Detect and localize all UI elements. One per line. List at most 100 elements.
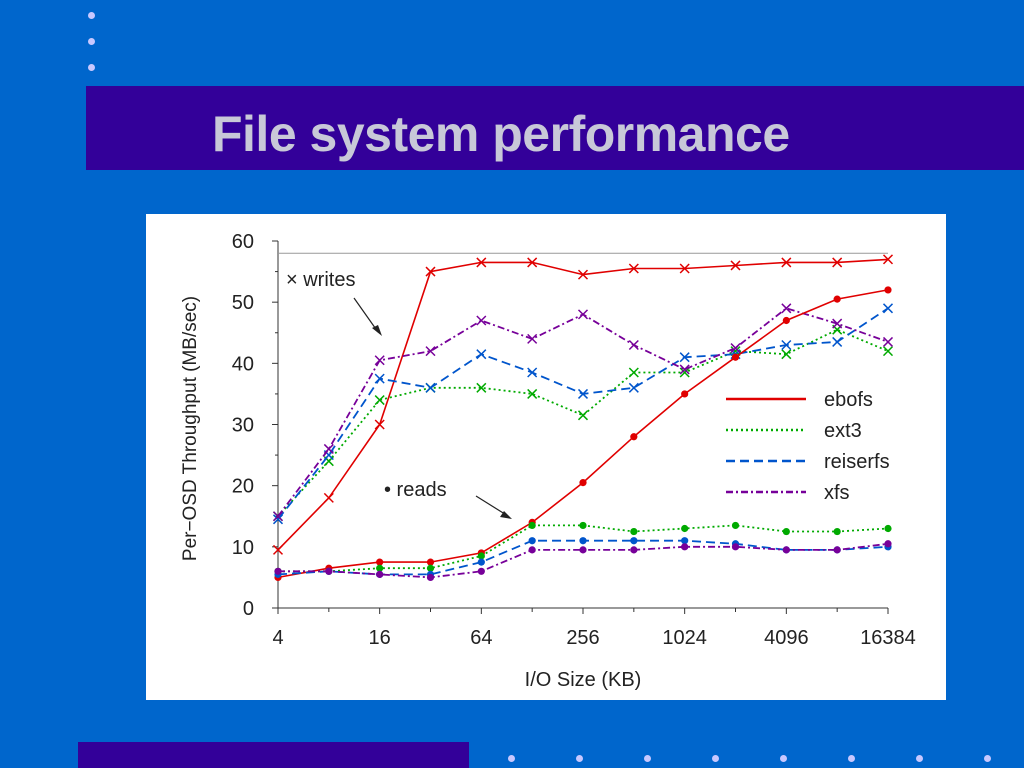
- data-point-ext3-writes: [527, 388, 538, 399]
- data-point-xfs-reads: [731, 543, 740, 551]
- data-point-ebofs-writes: [527, 257, 538, 268]
- data-point-xfs-writes: [577, 309, 589, 320]
- data-point-ext3-writes: [577, 410, 589, 421]
- data-point-reiserfs-reads: [630, 537, 638, 545]
- data-point-ext3-writes: [374, 395, 385, 406]
- data-point-xfs-reads: [833, 546, 841, 554]
- data-point-ebofs-writes: [374, 419, 385, 430]
- data-point-ebofs-reads: [782, 316, 790, 325]
- data-point-xfs-reads: [274, 567, 282, 575]
- data-point-ext3-reads: [376, 564, 384, 572]
- decorative-dot: [88, 64, 95, 71]
- x-tick-label: 16384: [860, 627, 916, 649]
- slide-title: File system performance: [212, 106, 790, 162]
- legend-label-ext3: ext3: [824, 420, 862, 442]
- data-point-reiserfs-writes: [832, 336, 843, 347]
- data-point-xfs-writes: [628, 339, 639, 351]
- y-tick-label: 50: [232, 292, 254, 314]
- x-axis-label: I/O Size (KB): [525, 669, 642, 691]
- legend-label-ebofs: ebofs: [824, 389, 873, 411]
- data-point-ext3-reads: [884, 524, 892, 533]
- data-point-xfs-reads: [884, 540, 892, 548]
- data-point-xfs-writes: [476, 315, 487, 326]
- data-point-ebofs-writes: [577, 269, 589, 280]
- y-tick-label: 30: [232, 415, 254, 437]
- data-point-reiserfs-reads: [681, 537, 689, 545]
- x-tick-label: 1024: [662, 627, 707, 649]
- data-point-ebofs-writes: [679, 263, 690, 274]
- data-point-reiserfs-writes: [476, 349, 487, 360]
- data-point-ext3-reads: [630, 527, 638, 536]
- data-point-xfs-reads: [477, 567, 485, 575]
- decorative-dot: [848, 755, 855, 762]
- data-point-reiserfs-writes: [679, 352, 690, 363]
- decorative-dot: [780, 755, 787, 762]
- data-point-ebofs-reads: [833, 295, 841, 303]
- decorative-dots-horizontal: [500, 752, 1010, 764]
- data-point-ebofs-writes: [832, 257, 843, 268]
- data-point-xfs-writes: [781, 303, 792, 314]
- data-point-xfs-writes: [832, 318, 843, 329]
- data-point-ext3-reads: [477, 552, 485, 560]
- decorative-dot: [984, 755, 991, 762]
- data-point-ebofs-writes: [781, 257, 792, 268]
- decorative-dot: [712, 755, 719, 762]
- x-tick-label: 4096: [764, 627, 809, 649]
- decorative-dot: [916, 755, 923, 762]
- data-point-xfs-writes: [527, 333, 538, 344]
- y-axis-label: Per−OSD Throughput (MB/sec): [180, 296, 201, 561]
- data-point-ebofs-reads: [426, 558, 435, 566]
- data-point-ext3-reads: [681, 524, 689, 533]
- data-point-ext3-reads: [426, 564, 435, 572]
- throughput-chart: 0 10 20 30 40 50 60 4 16 64 256 1024 4096 16384 I/O Si…: [180, 231, 916, 691]
- series-line-ebofs-writes: [277, 258, 889, 551]
- annotation-reads: • reads: [384, 479, 447, 501]
- bottom-band: [78, 742, 469, 768]
- data-point-ebofs-reads: [731, 353, 740, 361]
- data-point-reiserfs-reads: [477, 558, 485, 566]
- data-point-xfs-writes: [679, 364, 690, 375]
- data-point-xfs-reads: [528, 546, 536, 554]
- data-point-ebofs-writes: [272, 544, 284, 555]
- legend-label-xfs: xfs: [824, 482, 850, 504]
- data-point-xfs-reads: [579, 546, 587, 554]
- data-point-ebofs-writes: [882, 254, 894, 265]
- title-band: [86, 86, 1024, 170]
- annotation-writes: × writes: [286, 269, 355, 291]
- data-point-xfs-reads: [681, 543, 689, 551]
- data-point-reiserfs-writes: [374, 373, 385, 384]
- data-point-xfs-writes: [730, 343, 741, 354]
- data-point-ebofs-reads: [681, 390, 689, 398]
- x-tick-label: 256: [566, 627, 599, 649]
- decorative-dot: [88, 12, 95, 19]
- data-point-ebofs-writes: [476, 257, 487, 268]
- annotation-writes-arrow: [353, 297, 379, 333]
- data-point-ext3-reads: [782, 527, 790, 536]
- data-point-xfs-writes: [374, 355, 385, 366]
- data-point-xfs-reads: [376, 570, 384, 578]
- data-point-ebofs-reads: [630, 433, 638, 441]
- decorative-dot: [644, 755, 651, 762]
- decorative-dots-vertical: [88, 10, 100, 80]
- decorative-dot: [508, 755, 515, 762]
- data-point-ext3-reads: [731, 521, 740, 530]
- data-point-ebofs-writes: [425, 266, 436, 277]
- data-point-reiserfs-writes: [425, 382, 436, 393]
- data-point-ext3-reads: [579, 521, 587, 530]
- data-point-ext3-writes: [679, 367, 690, 378]
- data-point-ext3-writes: [781, 349, 792, 360]
- decorative-dot: [576, 755, 583, 762]
- data-point-reiserfs-writes: [272, 514, 284, 525]
- data-point-ebofs-writes: [730, 260, 741, 271]
- data-point-ext3-reads: [833, 527, 841, 536]
- y-tick-label: 0: [243, 598, 254, 620]
- annotation-writes-arrowhead: [372, 325, 382, 336]
- data-point-reiserfs-reads: [579, 537, 587, 545]
- y-tick-label: 10: [232, 537, 254, 559]
- annotation-reads-arrowhead: [500, 511, 512, 519]
- data-point-reiserfs-writes: [628, 382, 639, 393]
- data-point-reiserfs-writes: [781, 339, 792, 351]
- data-point-xfs-writes: [323, 443, 334, 454]
- data-point-ebofs-reads: [579, 479, 587, 487]
- data-point-ext3-writes: [628, 367, 639, 378]
